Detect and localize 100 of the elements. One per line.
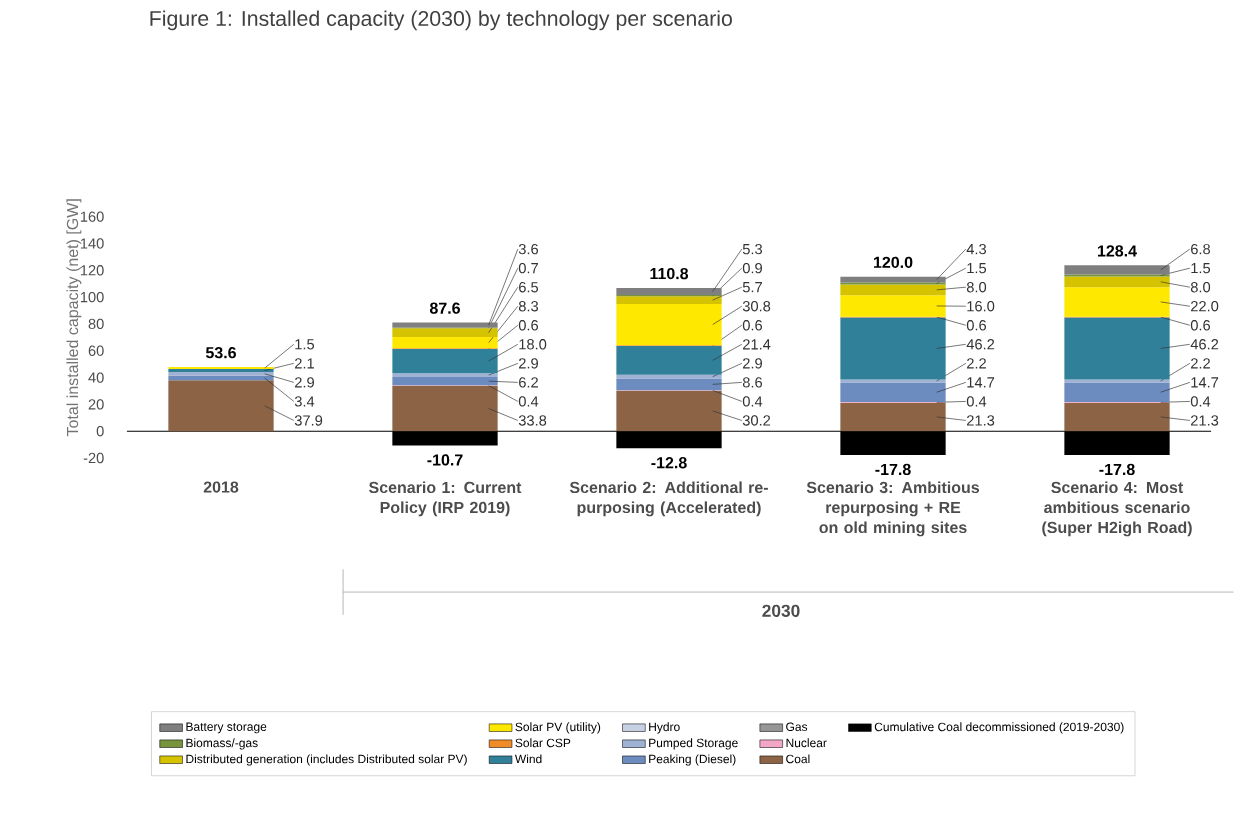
legend-label: Solar PV (utility) — [515, 722, 601, 734]
text: 2030 — [762, 604, 800, 617]
bar — [840, 317, 946, 380]
y-axis-title: Total installed capacity (net) [GW] — [66, 199, 82, 437]
data-label: 21.3 — [1191, 415, 1219, 426]
bar — [1064, 317, 1170, 380]
data-label: 2.9 — [743, 358, 762, 369]
y-tick-label: 100 — [80, 291, 104, 303]
y-tick-label: -20 — [83, 452, 104, 464]
legend-label: Gas — [786, 722, 808, 731]
data-label: 21.3 — [967, 415, 995, 426]
legend-label: Nuclear — [786, 738, 827, 748]
bar — [840, 402, 946, 432]
bar — [168, 380, 274, 432]
data-label: 22.0 — [1191, 301, 1219, 312]
bar — [616, 303, 722, 346]
y-tick-label: 80 — [88, 318, 104, 330]
bar — [616, 346, 722, 375]
data-label: 2.9 — [519, 358, 538, 369]
data-label: -12.8 — [651, 457, 687, 469]
bar — [392, 373, 498, 378]
x-tick-label: 2018 — [203, 481, 239, 493]
data-label: 0.4 — [1190, 396, 1211, 407]
data-label: 4.3 — [966, 243, 987, 255]
y-tick-label: 40 — [88, 372, 104, 383]
annotation: 87.6 — [429, 302, 460, 314]
bar — [392, 348, 498, 374]
data-label: -17.8 — [1099, 463, 1135, 476]
data-label: 46.2 — [966, 339, 995, 350]
bar — [616, 378, 722, 391]
data-label: -10.7 — [427, 454, 463, 466]
data-label: 0.6 — [518, 320, 539, 331]
y-tick-label: 20 — [88, 399, 104, 410]
legend-label: Coal — [786, 754, 810, 764]
annotation: 110.8 — [650, 267, 689, 280]
data-label: 33.8 — [518, 415, 547, 426]
data-label: 6.2 — [519, 377, 538, 388]
bar — [1064, 276, 1170, 288]
bar — [1064, 274, 1170, 277]
bar — [840, 382, 946, 403]
data-label: 2.1 — [295, 358, 314, 369]
annotation: 120.0 — [873, 256, 913, 268]
bar — [1064, 287, 1170, 317]
data-label: 46.2 — [1190, 339, 1219, 350]
data-label: 21.4 — [743, 339, 771, 350]
bar — [840, 379, 946, 383]
data-label: 0.4 — [518, 396, 539, 407]
data-label: 37.9 — [294, 415, 323, 426]
data-label: 18.0 — [519, 339, 547, 350]
bar — [168, 371, 274, 376]
data-label: 5.3 — [742, 243, 763, 255]
bar — [392, 337, 498, 349]
data-label: 16.0 — [967, 301, 995, 312]
y-tick-label: 140 — [80, 238, 104, 249]
bar — [616, 296, 722, 304]
data-label: 0.6 — [742, 320, 763, 331]
data-label: 8.0 — [966, 282, 987, 293]
annotation: 128.4 — [1098, 245, 1137, 257]
legend-label: Wind — [514, 754, 542, 764]
data-label: 2.9 — [295, 377, 314, 388]
data-label: 6.5 — [519, 282, 539, 293]
legend-label: Biomass/-gas — [186, 738, 258, 750]
data-label: 1.5 — [967, 263, 987, 274]
x-tick-label: Scenario 1: Current Policy (IRP 2019) — [369, 481, 522, 517]
x-tick-label: Scenario 3: Ambitious repurposing + RE on old mining sites — [806, 481, 980, 537]
bar — [392, 377, 498, 386]
bar — [616, 390, 722, 432]
data-label: 14.7 — [1191, 377, 1219, 388]
bar — [616, 374, 722, 379]
y-tick-label: 120 — [80, 265, 104, 276]
legend-label: Battery storage — [186, 722, 267, 734]
legend-label: Peaking (Diesel) — [649, 754, 736, 766]
bar — [840, 295, 946, 317]
bar — [392, 385, 498, 432]
data-label: 0.6 — [1190, 320, 1211, 331]
x-tick-label: Scenario 2: Additional re-purposing (Accelerated) — [569, 481, 768, 517]
data-label: 30.2 — [742, 415, 771, 426]
legend-label: Pumped Storage — [649, 738, 738, 750]
data-label: 8.3 — [518, 301, 539, 312]
data-label: 6.8 — [1191, 243, 1211, 255]
bar — [1064, 265, 1170, 275]
bar — [1064, 402, 1170, 432]
chart-title: Figure 1: Installed capacity (2030) by technology per scenario — [150, 10, 732, 31]
bar — [840, 282, 946, 285]
y-tick-label: 160 — [80, 211, 104, 222]
x-tick-label: Scenario 4: Most ambitious scenario (Super H2igh Road) — [1042, 481, 1192, 537]
data-label: 1.5 — [1191, 263, 1211, 274]
data-label: 2.2 — [967, 358, 986, 369]
data-label: 3.4 — [294, 396, 315, 407]
data-label: 2.2 — [1191, 358, 1210, 369]
bar — [1064, 379, 1170, 383]
data-label: 0.4 — [742, 396, 763, 407]
bar — [1064, 382, 1170, 403]
y-tick-label: 0 — [96, 426, 104, 437]
y-tick-label: 60 — [88, 345, 104, 356]
bar — [616, 287, 722, 296]
data-label: 0.9 — [742, 262, 762, 274]
annotation: 53.6 — [205, 347, 236, 359]
data-label: 5.7 — [742, 282, 762, 293]
data-label: 14.7 — [967, 377, 995, 388]
